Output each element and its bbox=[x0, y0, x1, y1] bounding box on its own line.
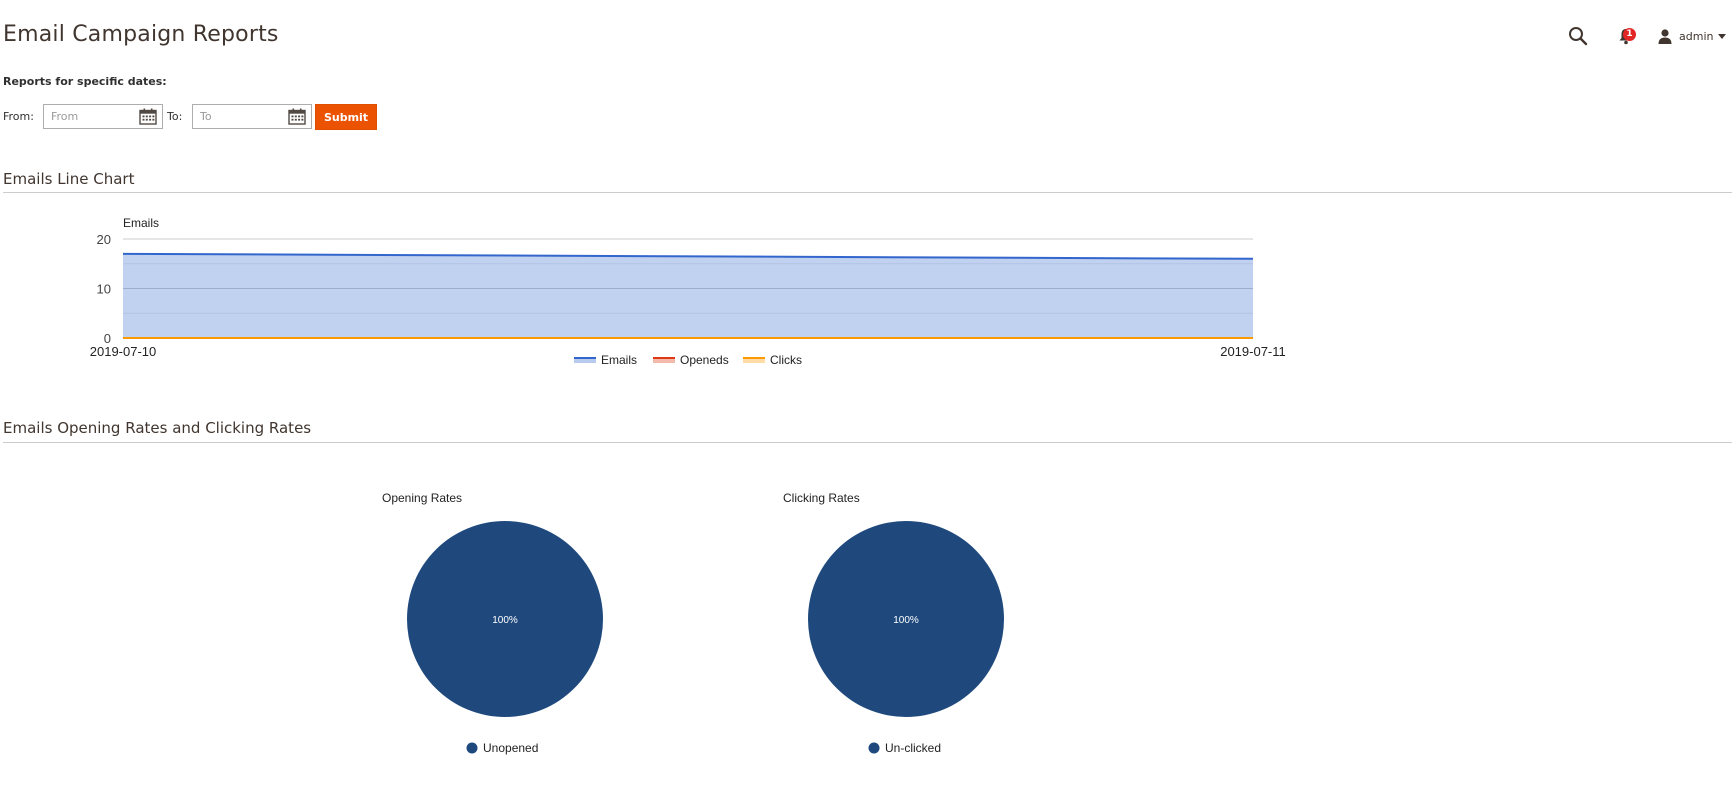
user-icon bbox=[1658, 29, 1672, 44]
header-actions: 1 admin bbox=[1532, 24, 1732, 48]
search-icon[interactable] bbox=[1566, 24, 1590, 48]
rates-section-title: Emails Opening Rates and Clicking Rates bbox=[3, 419, 312, 437]
line-chart-section-title: Emails Line Chart bbox=[3, 170, 135, 188]
y-axis-label: Emails bbox=[123, 216, 159, 230]
pie-slice bbox=[407, 521, 603, 717]
series-line-emails bbox=[122, 252, 1254, 260]
y-tick-label: 10 bbox=[97, 282, 111, 297]
from-date-field bbox=[43, 104, 163, 129]
legend-dot bbox=[868, 742, 880, 754]
pie-title: Clicking Rates bbox=[783, 491, 860, 505]
x-tick-label: 2019-07-10 bbox=[90, 344, 157, 359]
legend-swatch bbox=[653, 358, 675, 363]
from-calendar-icon[interactable] bbox=[139, 108, 157, 125]
legend-item: Clicks bbox=[743, 353, 802, 367]
user-name: admin bbox=[1679, 29, 1714, 43]
submit-button[interactable]: Submit bbox=[315, 104, 377, 130]
to-label: To: bbox=[167, 110, 183, 123]
from-label: From: bbox=[3, 110, 34, 123]
y-tick-label: 20 bbox=[97, 232, 111, 247]
to-calendar-icon[interactable] bbox=[288, 108, 306, 125]
pie-slice-label: 100% bbox=[492, 615, 518, 626]
y-tick-label: 0 bbox=[104, 331, 111, 346]
emails-line-chart: Emails 0 10 20 2019-07-10 2019-07-11 Emails Ope… bbox=[90, 216, 1286, 367]
legend-item: Emails bbox=[574, 353, 637, 367]
from-date-input[interactable] bbox=[51, 105, 137, 128]
legend-label: Emails bbox=[601, 353, 637, 367]
notifications-count-badge[interactable]: 1 bbox=[1623, 28, 1636, 41]
filter-heading: Reports for specific dates: bbox=[3, 75, 167, 88]
legend-swatch bbox=[743, 358, 765, 363]
legend-item: Openeds bbox=[653, 353, 729, 367]
area-fill-emails bbox=[123, 253, 1253, 338]
legend-label: Un-clicked bbox=[885, 741, 941, 755]
to-date-field bbox=[192, 104, 312, 129]
rates-pie-charts: Opening Rates 100% Unopened Clicking Rates 1… bbox=[382, 491, 1004, 755]
legend-dot bbox=[466, 742, 478, 754]
legend-label: Openeds bbox=[680, 353, 729, 367]
pie-title: Opening Rates bbox=[382, 491, 462, 505]
to-date-input[interactable] bbox=[200, 105, 286, 128]
legend-label: Clicks bbox=[770, 353, 802, 367]
chevron-down-icon bbox=[1718, 33, 1727, 39]
page-title: Email Campaign Reports bbox=[3, 22, 279, 47]
legend-swatch bbox=[574, 358, 596, 363]
legend-label: Unopened bbox=[483, 741, 538, 755]
section-divider bbox=[3, 442, 1732, 443]
pie-slice bbox=[808, 521, 1004, 717]
pie-slice-label: 100% bbox=[893, 615, 919, 626]
section-divider bbox=[3, 192, 1732, 193]
x-tick-label: 2019-07-11 bbox=[1220, 344, 1286, 359]
user-menu[interactable]: admin bbox=[1657, 26, 1727, 46]
